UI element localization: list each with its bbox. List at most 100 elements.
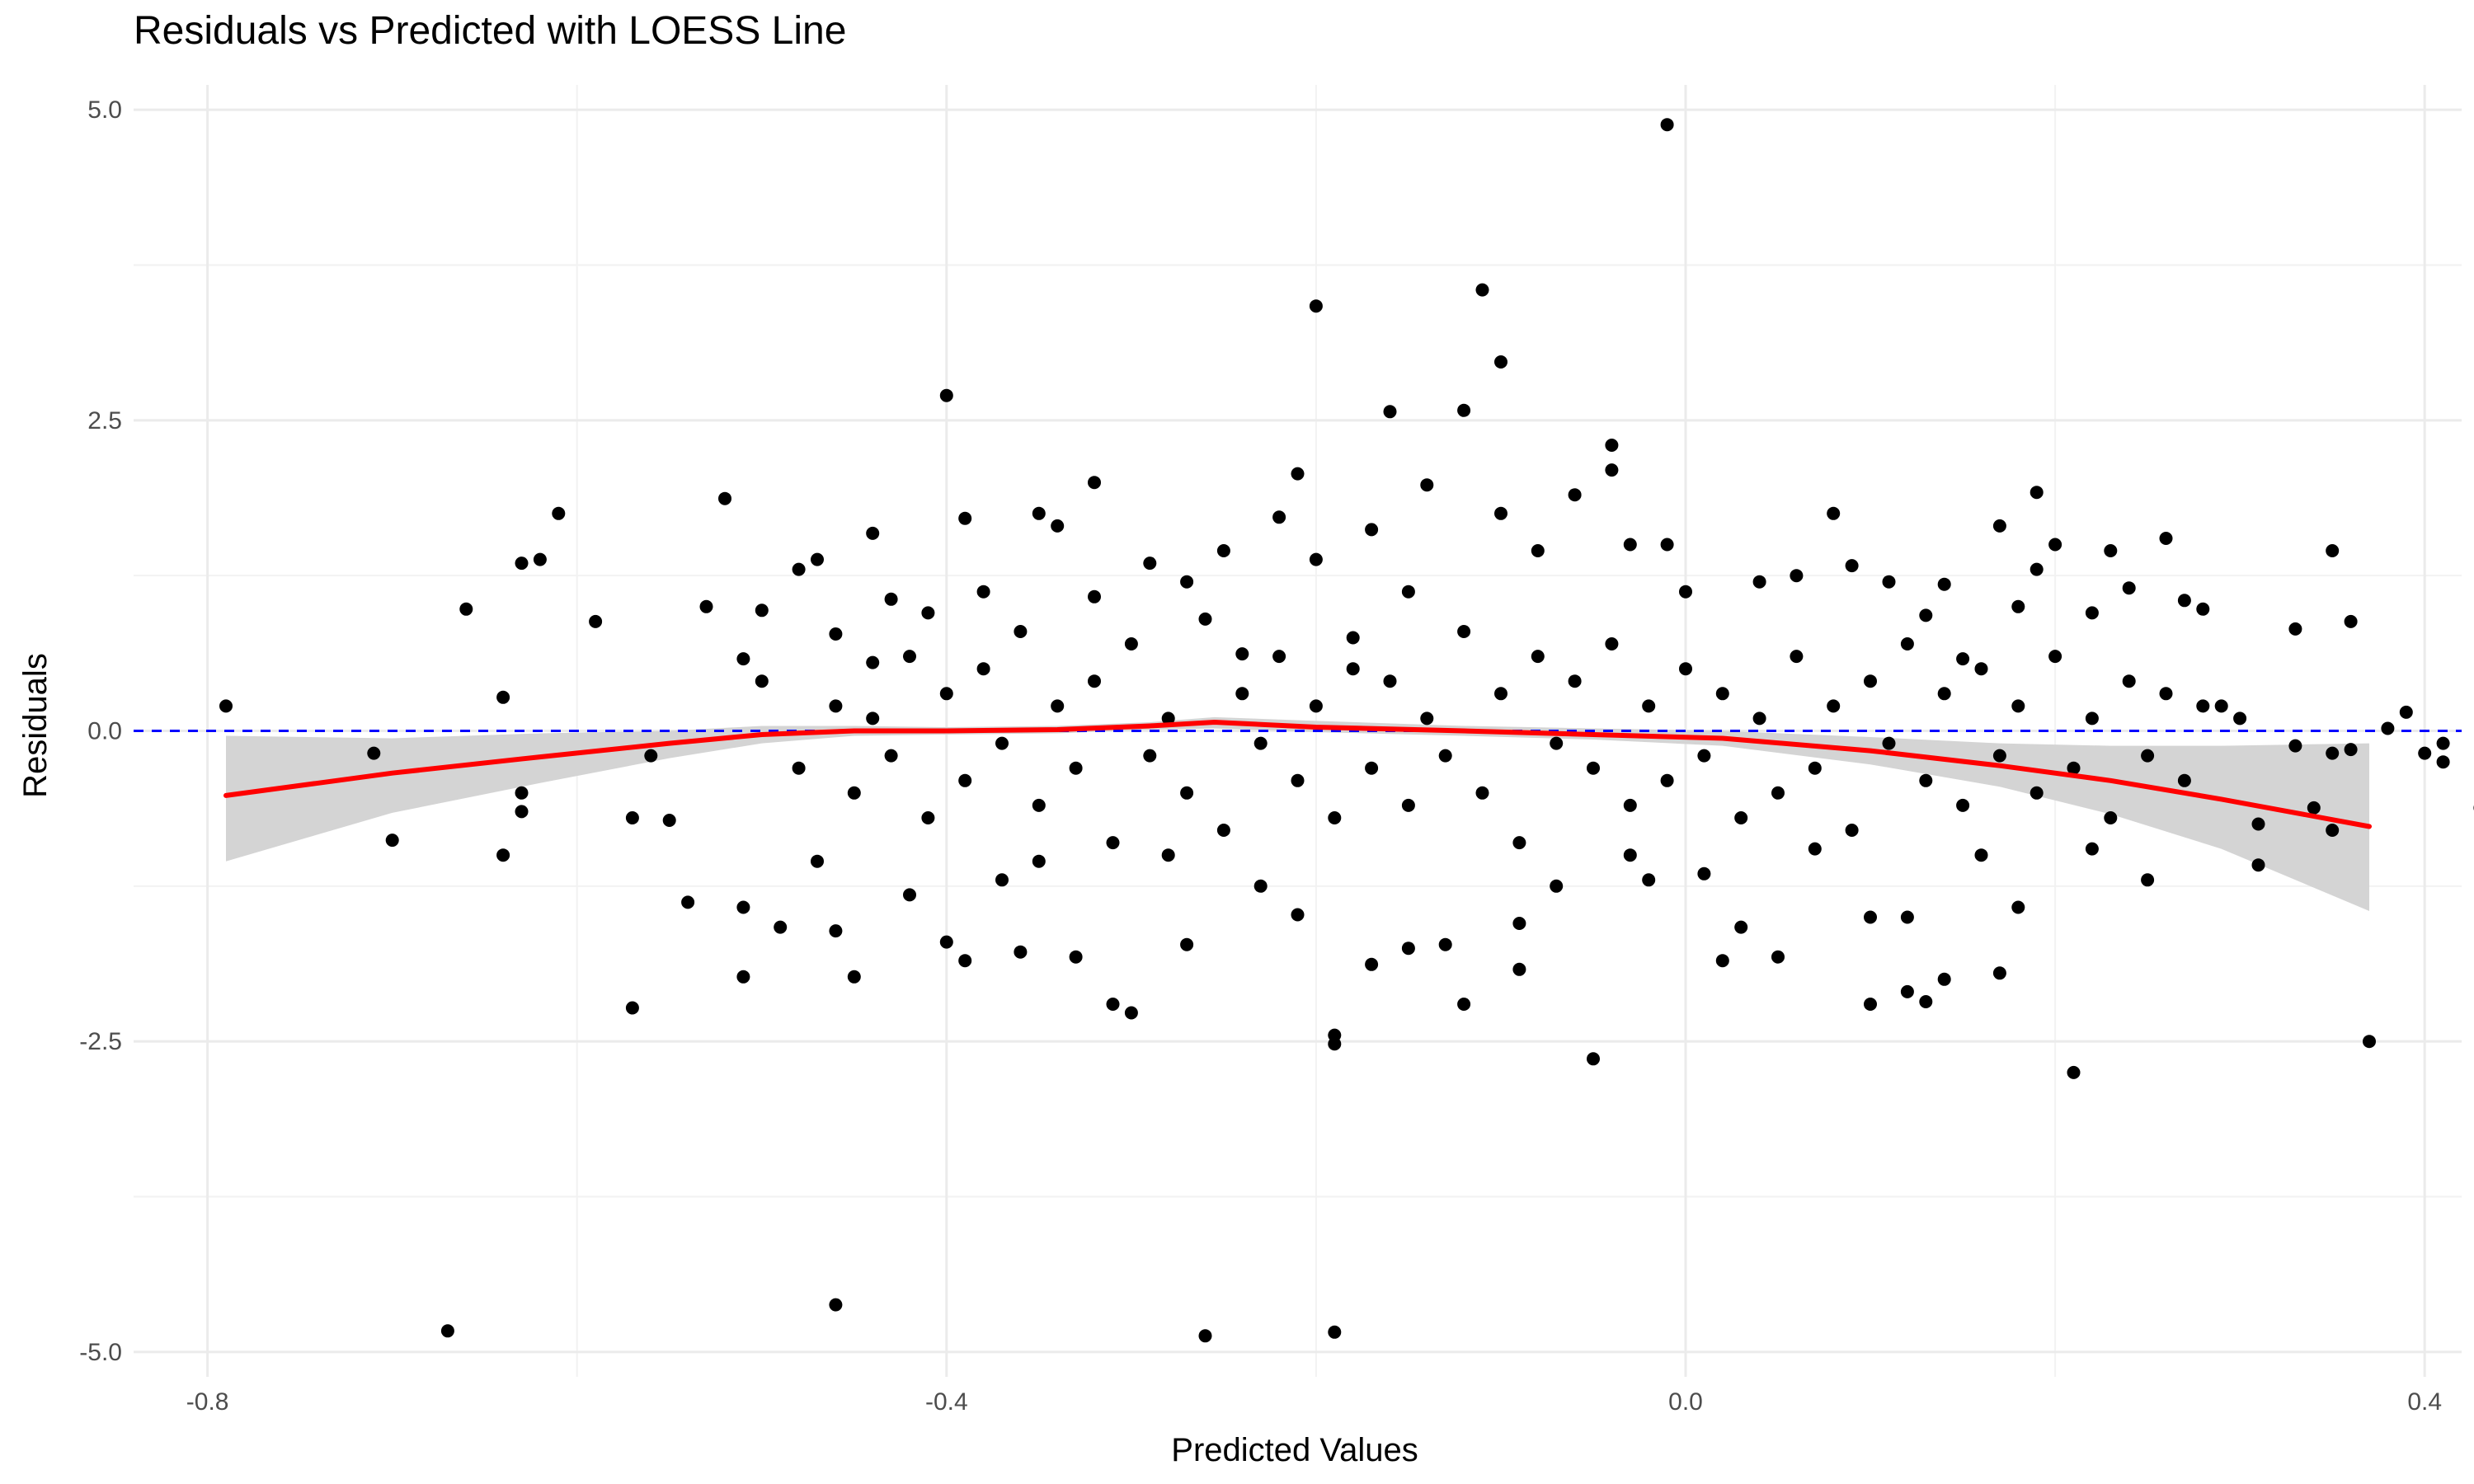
scatter-point (1365, 957, 1379, 971)
scatter-point (1365, 761, 1379, 775)
scatter-point (2436, 755, 2450, 769)
scatter-point (2104, 544, 2118, 557)
scatter-point (1679, 585, 1692, 599)
scatter-point (1161, 711, 1175, 726)
y-tick-label: -5.0 (79, 1339, 122, 1366)
scatter-point (2141, 749, 2155, 763)
scatter-point (2122, 581, 2136, 595)
scatter-point (1124, 1006, 1138, 1020)
scatter-point (1937, 577, 1951, 591)
scatter-point (939, 935, 953, 949)
scatter-point (2011, 599, 2025, 613)
scatter-point (1253, 879, 1268, 893)
scatter-point (736, 970, 750, 984)
scatter-point (2011, 900, 2025, 914)
scatter-point (1143, 556, 1157, 571)
scatter-point (811, 854, 824, 868)
scatter-point (1180, 786, 1194, 800)
scatter-point (1088, 674, 1101, 688)
scatter-point (921, 811, 935, 824)
scatter-point (1660, 773, 1674, 787)
scatter-point (2326, 544, 2340, 557)
scatter-point (459, 602, 473, 616)
scatter-point (1660, 538, 1674, 552)
scatter-point (2085, 842, 2099, 856)
scatter-point (1512, 962, 1526, 976)
scatter-point (1790, 569, 1804, 583)
scatter-point (1992, 519, 2006, 533)
scatter-point (1937, 687, 1951, 701)
scatter-point (2326, 746, 2340, 760)
scatter-point (1790, 650, 1804, 664)
scatter-point (2177, 773, 2191, 787)
scatter-point (1291, 467, 1305, 481)
scatter-point (2085, 606, 2099, 620)
x-axis-title: Predicted Values (1171, 1432, 1418, 1468)
scatter-point (1161, 848, 1175, 862)
scatter-point (1494, 506, 1507, 520)
scatter-point (1531, 650, 1545, 664)
scatter-point (2436, 736, 2450, 750)
scatter-point (1216, 544, 1230, 557)
scatter-point (921, 606, 935, 620)
scatter-point (552, 506, 566, 520)
scatter-point (1272, 510, 1286, 524)
scatter-point (1457, 403, 1471, 417)
y-tick-label: 0.0 (87, 718, 122, 745)
scatter-point (2177, 594, 2191, 608)
scatter-point (736, 652, 750, 666)
x-tick-label: 0.4 (2407, 1388, 2442, 1416)
scatter-point (1069, 761, 1083, 775)
scatter-point (515, 805, 529, 819)
scatter-point (1272, 650, 1286, 664)
scatter-point (1383, 405, 1397, 419)
scatter-point (1974, 848, 1988, 862)
scatter-point (1401, 585, 1415, 599)
scatter-point (958, 511, 972, 525)
scatter-point (1697, 749, 1711, 763)
scatter-point (1328, 1037, 1342, 1051)
scatter-point (1827, 506, 1841, 520)
scatter-point (995, 873, 1009, 887)
scatter-point (1587, 1052, 1600, 1066)
scatter-point (1550, 879, 1564, 893)
scatter-point (1438, 749, 1452, 763)
scatter-point (1827, 699, 1841, 713)
scatter-point (2418, 746, 2432, 760)
scatter-point (866, 526, 880, 540)
scatter-point (2399, 705, 2413, 719)
scatter-point (515, 556, 529, 571)
scatter-point (1919, 773, 1933, 787)
scatter-point (2030, 562, 2044, 576)
scatter-point (515, 786, 529, 800)
scatter-point (2030, 486, 2044, 500)
scatter-point (829, 924, 843, 938)
scatter-point (1198, 612, 1212, 626)
scatter-point (1253, 736, 1268, 750)
scatter-point (1512, 917, 1526, 930)
y-tick-label: -2.5 (79, 1028, 122, 1055)
scatter-point (736, 900, 750, 914)
scatter-point (1438, 937, 1452, 951)
scatter-point (774, 920, 788, 934)
scatter-point (1457, 998, 1471, 1011)
scatter-point (644, 749, 658, 763)
scatter-point (939, 388, 953, 402)
scatter-point (829, 627, 843, 641)
scatter-point (2141, 873, 2155, 887)
scatter-point (533, 552, 547, 566)
scatter-point (2196, 602, 2210, 616)
scatter-point (1291, 908, 1305, 922)
chart-title: Residuals vs Predicted with LOESS Line (134, 9, 847, 53)
scatter-point (2159, 532, 2173, 545)
scatter-point (1401, 942, 1415, 956)
scatter-point (847, 786, 861, 800)
y-tick-label: 5.0 (87, 96, 122, 124)
scatter-point (1494, 355, 1507, 369)
x-tick-label: -0.4 (925, 1388, 968, 1416)
scatter-point (755, 674, 769, 688)
scatter-point (2067, 1065, 2081, 1079)
scatter-point (1032, 854, 1046, 868)
scatter-point (1291, 773, 1305, 787)
